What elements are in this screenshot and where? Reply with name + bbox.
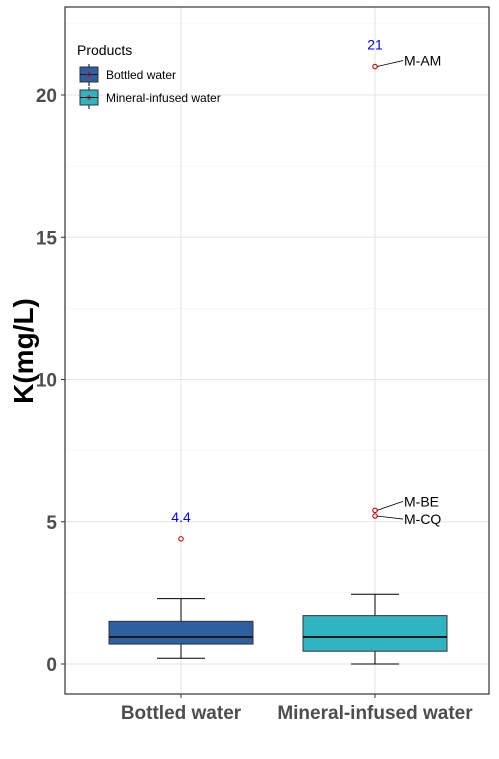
max-value-label: 4.4 [171,509,191,525]
box-1 [302,593,448,665]
x-axis: Bottled water Mineral-infused water [121,694,473,724]
y-tick-label: 10 [36,371,57,392]
legend-entry-label: Mineral-infused water [106,91,221,105]
plot-border [64,6,490,695]
y-tick-label: 15 [36,228,58,249]
box-0 [108,598,254,659]
outlier-label: M-CQ [404,511,441,527]
plot-panel [65,7,489,694]
y-tick-label: 0 [46,655,57,676]
boxes-layer [108,593,448,665]
y-axis-title: K(mg/L) [8,298,39,404]
x-tick-label: Mineral-infused water [277,703,473,724]
box-body [108,620,254,645]
outlier-point [372,507,378,514]
legend-entry-label: Bottled water [106,68,176,82]
outlier-leader-line [376,500,404,511]
outlier-point [178,536,184,542]
annotations-layer: 4.4 M-CQ M-BE M-AM 21 [171,37,441,542]
outlier-leader-line [376,60,404,67]
y-tick-label: 20 [36,86,57,107]
max-value-label: 21 [367,37,383,53]
x-tick-label: Bottled water [121,703,242,724]
outlier-label: M-AM [404,53,441,69]
outlier-point [372,63,378,70]
legend-title: Products [77,42,132,58]
legend-key-point [86,95,92,100]
outlier-point [372,513,378,519]
box-body [302,615,448,652]
outlier-label: M-BE [404,493,439,509]
legend: Products Bottled water Mineral-infused wa… [77,42,221,109]
y-tick-label: 5 [46,513,57,534]
grid-lines [65,7,489,694]
y-axis: 0 5 10 15 20 [36,86,65,676]
outlier-leader-line [376,515,404,520]
legend-key-point [86,72,92,77]
